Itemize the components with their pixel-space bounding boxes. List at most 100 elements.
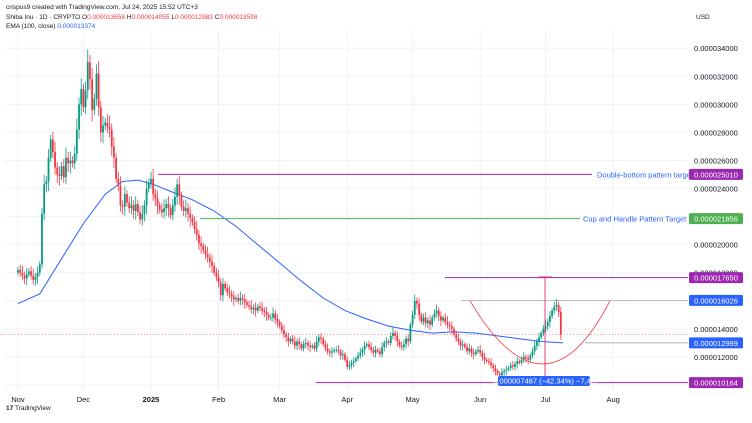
candle-body [315, 341, 318, 349]
candle-body [339, 351, 342, 356]
candle-body [533, 345, 536, 352]
candle-body [374, 349, 377, 353]
candle-body [62, 166, 65, 178]
candle-body [392, 333, 394, 336]
candle-body [368, 344, 370, 348]
x-tick-label: Jun [474, 395, 486, 404]
candle-body [311, 345, 314, 348]
candle-body [123, 194, 126, 207]
candle-body [239, 297, 242, 301]
candle-body [71, 160, 74, 164]
candle-body [398, 341, 401, 346]
symbol-label: Shiba Inu · 1D · CRYPTO [6, 14, 81, 21]
candle-body [95, 73, 98, 99]
candle-body [296, 341, 298, 346]
candle-body [143, 205, 146, 214]
candle-body [115, 157, 117, 179]
candle-body [219, 282, 222, 296]
candle-body [141, 213, 144, 220]
candle-body [363, 345, 366, 350]
candle-body [198, 234, 200, 244]
candle-body [137, 203, 139, 213]
price-tag [689, 213, 743, 225]
candle-body [285, 334, 288, 338]
candle-body [43, 184, 46, 214]
y-tick-label: 0.000024000 [694, 185, 738, 194]
candle-body [19, 269, 22, 273]
price-tag [689, 377, 743, 389]
candle-body [485, 359, 488, 362]
candle-body [228, 292, 231, 294]
candle-body [34, 276, 37, 280]
candle-body [45, 181, 48, 185]
price-tag-label: 0.000010164 [694, 379, 738, 388]
candle-body [113, 146, 115, 158]
candle-body [418, 303, 421, 315]
candle-body [206, 254, 209, 258]
candle-body [28, 271, 30, 275]
candle-body [217, 276, 220, 283]
candle-body [309, 345, 312, 348]
candle-body [75, 129, 78, 154]
candle-body [60, 166, 63, 176]
candle-body [505, 369, 508, 371]
y-tick-label: 0.000012000 [694, 353, 738, 362]
candle-body [232, 296, 235, 300]
candle-body [544, 326, 547, 329]
measure-label: −0.000007487 (−42.34%) −7,487 [489, 377, 599, 386]
candle-body [426, 320, 429, 324]
candle-body [293, 341, 296, 346]
candles-layer [17, 49, 562, 379]
candle-body [32, 275, 35, 280]
currency-label: USD [696, 14, 710, 21]
candle-body [65, 157, 67, 178]
chart-credit: crispus9 created with TradingView.com, J… [6, 4, 198, 11]
candle-body [352, 361, 355, 363]
candle-body [267, 314, 270, 318]
candle-body [518, 361, 521, 363]
candle-body [204, 250, 207, 255]
candle-body [385, 341, 388, 343]
candle-body [38, 264, 41, 273]
high-value: 0.000014055 [131, 14, 170, 21]
x-tick-label: Dec [77, 395, 91, 404]
candle-body [259, 306, 261, 308]
candle-body [213, 265, 216, 273]
candle-body [442, 317, 444, 321]
candle-body [516, 361, 519, 364]
candle-body [25, 274, 28, 279]
candle-body [254, 307, 257, 311]
candle-body [511, 365, 514, 367]
candle-body [171, 205, 174, 216]
candle-body [559, 312, 562, 335]
candle-body [97, 73, 100, 108]
candle-body [422, 317, 425, 322]
candle-body [333, 349, 335, 352]
candle-body [326, 348, 329, 352]
candle-body [191, 218, 194, 223]
candle-body [557, 305, 560, 313]
candle-body [287, 337, 290, 342]
candle-body [93, 98, 96, 110]
candle-body [396, 335, 399, 342]
candle-body [411, 314, 414, 325]
candle-body [110, 129, 113, 147]
x-tick-label: Jul [541, 395, 551, 404]
candle-body [89, 62, 91, 80]
candle-body [289, 338, 292, 342]
candle-body [400, 345, 403, 348]
candle-body [355, 358, 357, 362]
candle-body [265, 312, 268, 315]
candle-body [437, 310, 440, 317]
candle-body [82, 88, 85, 108]
candle-body [126, 194, 128, 203]
candle-body [158, 205, 161, 210]
price-tag-label: 0.000025010 [694, 170, 738, 179]
candle-body [67, 157, 70, 164]
candle-body [280, 326, 283, 331]
candle-body [307, 342, 309, 346]
candle-body [248, 305, 250, 307]
candle-body [378, 351, 381, 355]
